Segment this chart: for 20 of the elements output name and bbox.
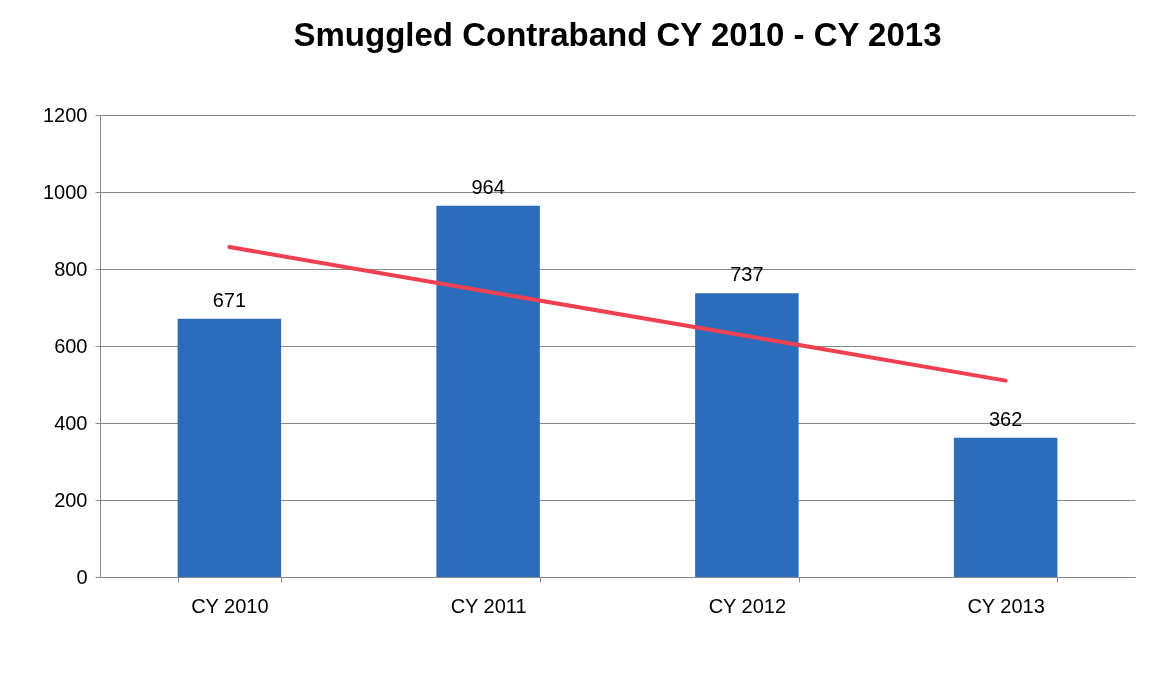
bar (177, 318, 282, 577)
data-label: 737 (730, 263, 764, 286)
x-tick-label: CY 2011 (450, 594, 527, 617)
y-tick-label: 200 (54, 488, 88, 511)
y-tick-label: 800 (54, 257, 88, 280)
data-label: 362 (988, 407, 1023, 430)
y-tick-label: 400 (54, 411, 88, 434)
bar (953, 437, 1058, 577)
y-tick-label: 1000 (43, 180, 88, 203)
y-tick-label: 1200 (43, 103, 88, 126)
x-tick-label: CY 2013 (967, 594, 1045, 617)
y-tick-label: 0 (76, 565, 88, 588)
data-label: 671 (212, 288, 247, 311)
data-label: 964 (471, 175, 505, 198)
chart-title: Smuggled Contraband CY 2010 - CY 2013 (293, 16, 942, 53)
bar (436, 205, 540, 577)
y-tick-label: 600 (54, 334, 88, 357)
bar (695, 293, 799, 577)
x-tick-label: CY 2010 (191, 594, 269, 617)
x-tick-label: CY 2012 (708, 594, 787, 617)
